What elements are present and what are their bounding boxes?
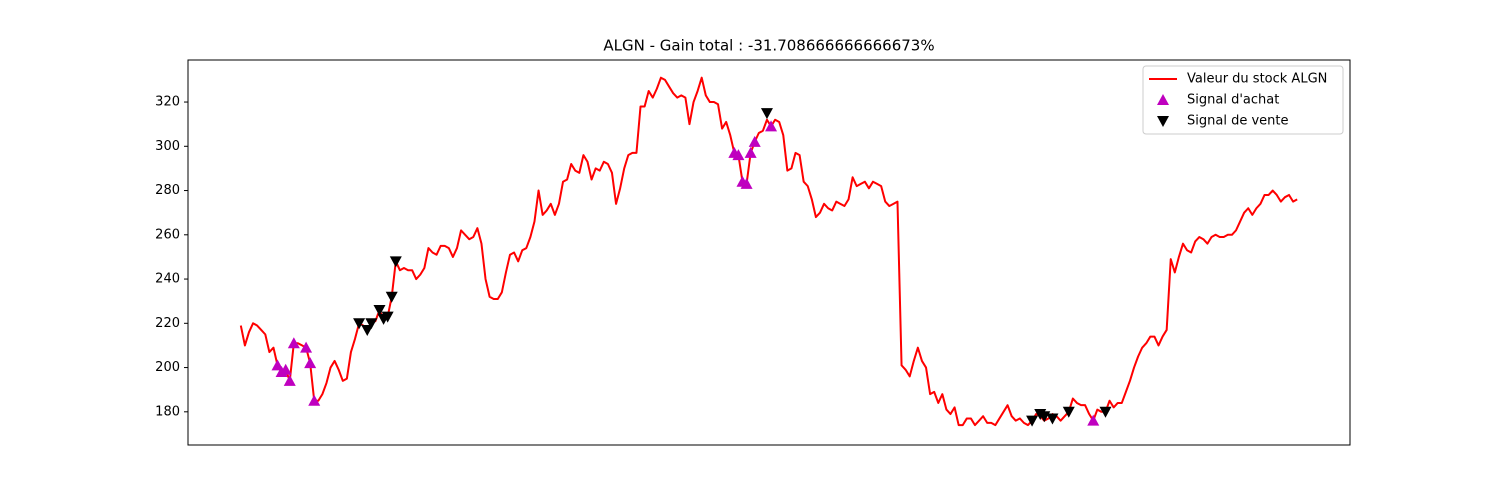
sell-signal [760, 108, 773, 120]
buy-signal [304, 357, 317, 369]
chart-title: ALGN - Gain total : -31.708666666666673% [603, 37, 934, 55]
y-tick-label: 300 [155, 139, 180, 154]
legend-label: Valeur du stock ALGN [1187, 72, 1327, 87]
buy-signal [308, 394, 321, 406]
legend-label: Signal d'achat [1187, 93, 1279, 108]
sell-signal [353, 318, 366, 330]
buy-signal [287, 337, 300, 349]
sell-signal [361, 324, 374, 336]
price-line [239, 76, 1298, 427]
y-tick-label: 280 [155, 183, 180, 198]
buy-signal [283, 374, 296, 386]
y-tick-label: 240 [155, 272, 180, 287]
sell-signal [1026, 415, 1039, 427]
legend-swatch [1157, 116, 1169, 127]
sell-signal [1099, 406, 1112, 418]
y-tick-label: 180 [155, 404, 180, 419]
plot-frame [187, 59, 1351, 446]
buy-signal [271, 359, 284, 371]
y-tick-label: 220 [155, 316, 180, 331]
buy-signal [279, 363, 292, 375]
buy-signal [732, 149, 745, 161]
sell-signal [373, 305, 386, 317]
buy-signal [300, 341, 313, 353]
y-tick-label: 200 [155, 360, 180, 375]
legend-box [1142, 65, 1344, 135]
sell-signal [381, 311, 394, 323]
sell-signal [385, 291, 398, 303]
sell-signal [1046, 413, 1059, 425]
y-tick-label: 260 [155, 227, 180, 242]
buy-signal [1087, 414, 1100, 426]
sell-signal [389, 256, 402, 268]
sell-signal [365, 318, 378, 330]
y-tick-label: 320 [155, 95, 180, 110]
buy-signal [744, 146, 757, 158]
buy-signal [748, 135, 761, 147]
sell-signal [1062, 406, 1075, 418]
legend-swatch [1157, 94, 1169, 105]
buy-signal [765, 120, 778, 132]
legend-label: Signal de vente [1187, 114, 1288, 129]
buy-signal [740, 177, 753, 189]
